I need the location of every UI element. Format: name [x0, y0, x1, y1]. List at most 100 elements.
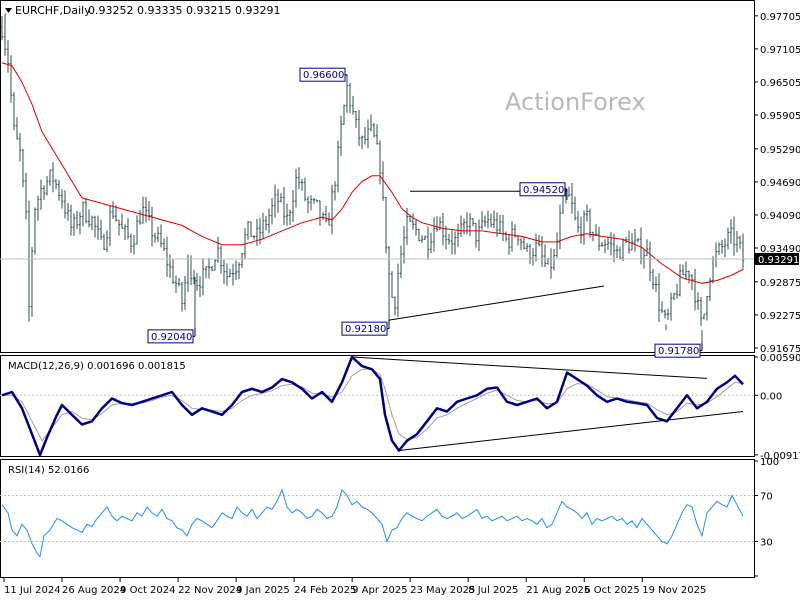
price-candle: [177, 277, 181, 287]
price-candle: [339, 115, 343, 157]
price-candle: [237, 262, 241, 280]
header-dropdown-icon[interactable]: [5, 8, 12, 13]
price-candle: [120, 213, 124, 229]
price-candle: [669, 292, 673, 321]
price-candle: [111, 201, 115, 219]
price-candle: [540, 235, 544, 267]
price-candle: [369, 114, 373, 132]
price-candle: [240, 252, 244, 268]
date-axis-label: 8 Jul 2025: [468, 585, 518, 596]
price-candle: [678, 264, 682, 297]
price-candle: [363, 126, 367, 145]
price-candle: [570, 182, 574, 214]
price-candle: [582, 210, 586, 245]
price-candle: [270, 198, 274, 225]
moving-average-line: [1, 62, 744, 284]
price-candle: [48, 169, 52, 186]
price-candle: [378, 140, 382, 185]
price-axis-label: 0.94690: [760, 178, 800, 189]
price-candle: [84, 197, 88, 224]
price-candle: [462, 218, 466, 235]
price-candle: [537, 234, 541, 247]
price-candle: [597, 226, 601, 251]
price-candle: [210, 265, 214, 272]
price-candle: [0, 15, 4, 41]
price-candle: [522, 236, 526, 250]
price-level-label: 0.96600: [299, 67, 348, 82]
price-candle: [696, 292, 700, 310]
price-candle: [486, 210, 490, 229]
price-candle: [54, 179, 58, 190]
macd-axis-label: 0.00: [760, 391, 782, 402]
price-candle: [444, 225, 448, 250]
price-candle: [168, 254, 172, 279]
price-candle: [576, 211, 580, 233]
symbol-label: EURCHF,Daily: [15, 4, 91, 17]
macd-trendline: [351, 356, 708, 379]
macd-line: [1, 355, 744, 457]
price-candle: [171, 259, 175, 284]
watermark: ActionForex: [505, 88, 646, 116]
price-axis-label: 0.92875: [760, 278, 800, 289]
price-trendline: [388, 285, 605, 321]
price-candle: [330, 184, 334, 235]
rsi-axis-label: 100: [760, 457, 779, 468]
price-candle: [129, 233, 133, 254]
price-candle: [252, 235, 256, 240]
price-candle: [42, 185, 46, 200]
rsi-axis-label: 70: [760, 492, 773, 503]
price-axis-label: 0.97105: [760, 45, 800, 56]
price-candle: [603, 239, 607, 254]
price-level-label: 0.92040: [147, 327, 196, 344]
price-candle: [372, 123, 376, 138]
price-candle: [135, 215, 139, 245]
price-candle: [105, 230, 109, 252]
price-candle: [276, 188, 280, 213]
price-candle: [534, 233, 538, 262]
price-candle: [297, 167, 301, 190]
price-candle: [114, 205, 118, 222]
price-candle: [81, 201, 85, 227]
axes: 0.97705 0.97105 0.96505 0.95905 0.95290 0.946…: [3, 12, 800, 596]
rsi-panel: [0, 488, 754, 558]
price-candle: [21, 148, 25, 188]
price-candle: [663, 309, 667, 319]
price-candle: [504, 231, 508, 242]
price-candle: [279, 193, 283, 203]
price-candle: [267, 208, 271, 234]
price-candle: [435, 216, 439, 232]
price-candle: [351, 95, 355, 115]
price-candle: [108, 206, 112, 247]
price-candle: [165, 236, 169, 277]
price-candle: [273, 184, 277, 218]
price-candle: [471, 218, 475, 227]
price-candle: [36, 195, 40, 221]
price-candle: [87, 209, 91, 228]
price-candle: [684, 261, 688, 280]
price-candle: [579, 216, 583, 244]
price-candle: [75, 210, 79, 229]
price-level-label-text: 0.91780: [658, 346, 699, 357]
price-candle: [588, 208, 592, 238]
price-candle: [666, 308, 670, 320]
price-candle: [102, 233, 106, 251]
price-candle: [153, 232, 157, 243]
price-candle: [231, 263, 235, 286]
price-axis-label: 0.94090: [760, 211, 800, 222]
price-candle: [609, 232, 613, 256]
price-candle: [411, 213, 415, 230]
price-candle: [213, 259, 217, 271]
price-candle: [687, 270, 691, 284]
price-axis-label: 0.91675: [760, 344, 800, 355]
price-panel-frame: [0, 0, 755, 353]
price-candle: [261, 212, 265, 240]
price-candle: [294, 169, 298, 208]
price-candle: [456, 223, 460, 247]
price-candle: [729, 219, 733, 244]
date-axis-label: 24 Feb 2025: [294, 585, 356, 596]
price-candle: [312, 197, 316, 204]
price-candle: [99, 219, 103, 241]
price-candle: [615, 245, 619, 258]
price-axis-label: 0.96505: [760, 78, 800, 89]
